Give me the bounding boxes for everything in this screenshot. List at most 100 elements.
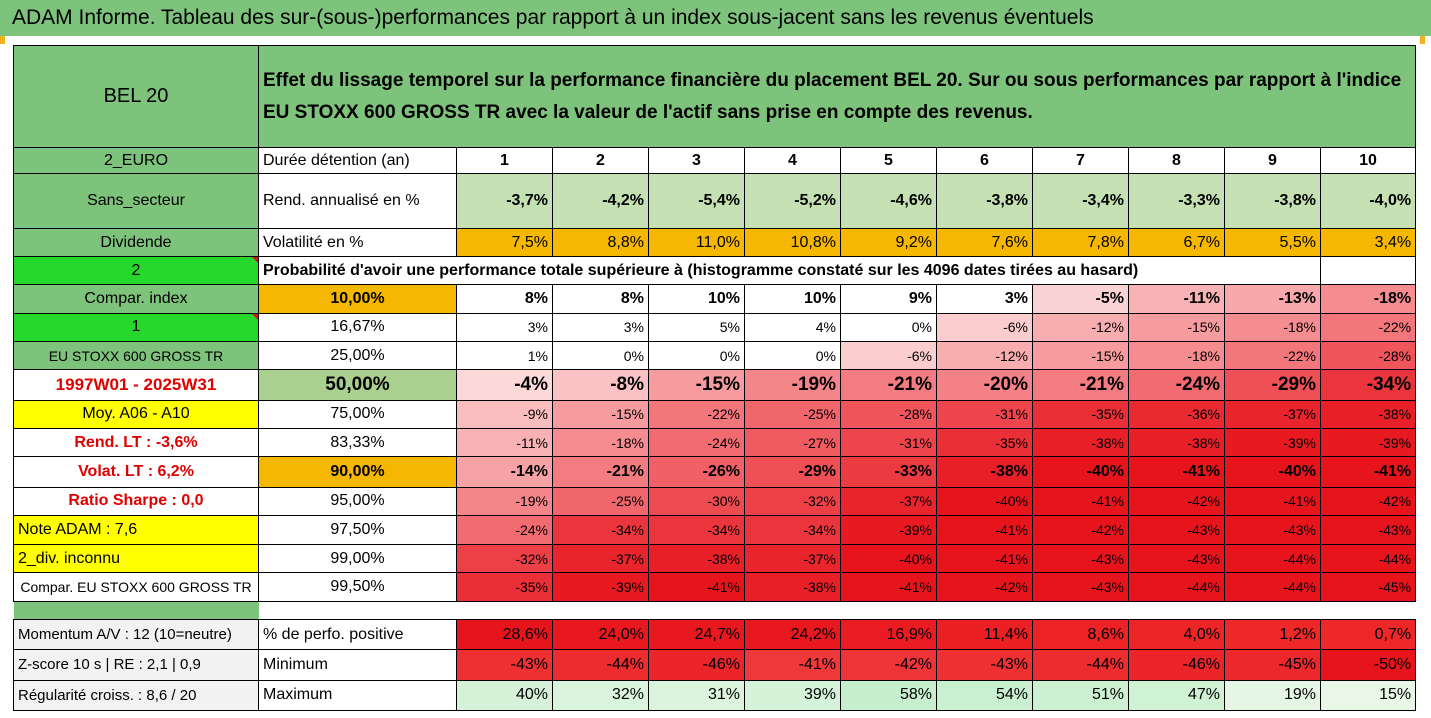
quantile-value: -18% [1224,312,1321,343]
min-value: -50% [1319,649,1417,681]
duree-label: Durée détention (an) [258,147,457,175]
max-value: 54% [936,679,1033,712]
corner-marker-left [0,36,5,44]
quantile-value: -41% [1319,456,1417,488]
quantile-value: -41% [1032,486,1129,516]
quantile-value: -41% [648,572,745,602]
min-value: -43% [456,649,553,681]
quantile-value: -28% [1319,341,1417,371]
quantile-value: -42% [1319,486,1417,516]
pct-pos-value: 8,6% [1032,618,1129,651]
quantile-value: -45% [1319,572,1417,602]
quantile-value: -33% [840,456,937,488]
quantile-value: -42% [936,572,1033,602]
index-name: EU STOXX 600 GROSS TR [13,341,259,371]
quantile-value: -31% [840,427,937,458]
spacer-blank [259,601,1416,619]
quantile-value: -9% [456,399,553,429]
quantile-value: -29% [1224,369,1321,401]
note-adam-label: Note ADAM : 7,6 [13,514,259,546]
quantile-label: 95,00% [258,486,457,516]
header-row: BEL 20 Effet du lissage temporel sur la p… [13,44,1417,149]
quantile-value: -30% [648,486,745,516]
quantile-label: 75,00% [258,399,457,429]
quantile-value: -41% [936,514,1033,546]
quantile-value: -24% [456,514,553,546]
quantile-row: Compar. index 10,00% 8% 8% 10% 10% 9% 3% -5% -11%… [13,284,1417,314]
quantile-value: 0% [840,312,937,343]
max-label: Maximum [258,679,457,712]
quantile-label: 25,00% [258,341,457,371]
quantile-row: Rend. LT : -3,6% 83,33% -11% -18% -24% -27% -3… [13,427,1417,458]
quantile-value: -36% [1128,399,1225,429]
quantile-value: -44% [1224,572,1321,602]
rend-value: -3,4% [1032,173,1129,229]
quantile-value: -31% [936,399,1033,429]
vol-value: 5,5% [1224,227,1321,258]
max-value: 39% [744,679,841,712]
pct-pos-value: 4,0% [1128,618,1225,651]
quantile-value: -43% [1128,544,1225,574]
quantile-value: 10% [648,284,745,314]
dividend-code: 2 [13,256,259,286]
quantile-value: -38% [1319,399,1417,429]
max-value: 19% [1224,679,1321,712]
min-row: Z-score 10 s | RE : 2,1 | 0,9 Minimum -43%… [13,649,1417,681]
quantile-value: -22% [1319,312,1417,343]
quantile-row: 1997W01 - 2025W31 50,00% -4% -8% -15% -19% -21… [13,369,1417,401]
quantile-label: 99,00% [258,544,457,574]
quantile-value: -14% [456,456,553,488]
vol-value: 11,0% [648,227,745,258]
year-header: 10 [1319,147,1417,175]
quantile-label: 90,00% [258,456,457,488]
dividend-label: Dividende [13,227,259,258]
max-value: 15% [1319,679,1417,712]
quantile-value: -41% [936,544,1033,574]
year-header: 4 [744,147,841,175]
quantile-value: 9% [840,284,937,314]
year-header: 9 [1224,147,1321,175]
div-label: 2_div. inconnu [13,544,259,574]
year-header: 3 [648,147,745,175]
pct-pos-value: 24,7% [648,618,745,651]
rend-value: -4,6% [840,173,937,229]
quantile-value: -39% [1319,427,1417,458]
quantile-row: Note ADAM : 7,6 97,50% -24% -34% -34% -34% -39… [13,514,1417,546]
max-value: 40% [456,679,553,712]
min-value: -46% [648,649,745,681]
period-label: 1997W01 - 2025W31 [13,369,259,401]
compar-code: 1 [13,312,259,343]
quantile-value: -42% [1032,514,1129,546]
quantile-value: 0% [648,341,745,371]
min-value: -43% [936,649,1033,681]
quantile-value: -34% [552,514,649,546]
min-value: -45% [1224,649,1321,681]
quantile-value: -44% [1224,544,1321,574]
rend-row: Sans_secteur Rend. annualisé en % -3,7% -4,… [13,173,1417,229]
min-value: -44% [552,649,649,681]
quantile-value: -13% [1224,284,1321,314]
quantile-value: 3% [456,312,553,343]
vol-value: 3,4% [1319,227,1417,258]
quantile-value: 4% [744,312,841,343]
quantile-value: -25% [552,486,649,516]
quantile-value: -29% [744,456,841,488]
rend-lt-label: Rend. LT : -3,6% [13,427,259,458]
quantile-value: 3% [552,312,649,343]
quantile-value: -6% [840,341,937,371]
max-side-label: Régularité croiss. : 8,6 / 20 [13,679,259,712]
year-header: 5 [840,147,937,175]
pct-pos-value: 16,9% [840,618,937,651]
quantile-label: 97,50% [258,514,457,546]
quantile-value: -21% [840,369,937,401]
spacer-row [13,600,1416,620]
quantile-value: -5% [1032,284,1129,314]
quantile-value: -41% [1128,456,1225,488]
sharpe-label: Ratio Sharpe : 0,0 [13,486,259,516]
quantile-value: -41% [1224,486,1321,516]
quantile-value: -25% [744,399,841,429]
quantile-value: -24% [648,427,745,458]
vol-value: 7,8% [1032,227,1129,258]
quantile-value: -39% [1224,427,1321,458]
quantile-value: -37% [1224,399,1321,429]
